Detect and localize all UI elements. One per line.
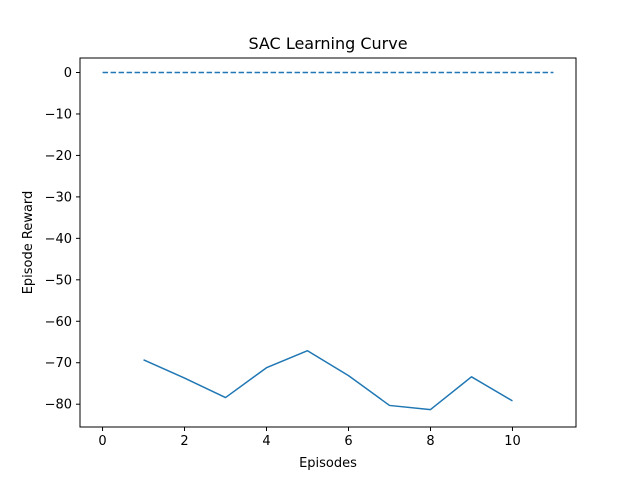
- y-axis-ticks: 0 −10 −20 −30 −40 −50 −60 −70 −80: [45, 66, 80, 413]
- data-point-reward: [512, 400, 514, 402]
- data-point-reward: [143, 359, 145, 361]
- series-line-reward: [143, 349, 513, 411]
- data-point-reward: [225, 397, 227, 399]
- series-layer: [102, 71, 555, 411]
- x-tick-label: 4: [262, 434, 270, 449]
- x-tick-label: 10: [504, 434, 521, 449]
- y-tick-label: −20: [45, 149, 72, 164]
- y-tick-label: −60: [45, 315, 72, 330]
- data-point-reward: [471, 376, 473, 378]
- y-tick-label: −80: [45, 398, 72, 413]
- x-tick-label: 0: [98, 434, 106, 449]
- y-tick-label: −70: [45, 356, 72, 371]
- y-tick-label: −40: [45, 232, 72, 247]
- data-point-reward: [430, 409, 432, 411]
- y-tick-label: −30: [45, 190, 72, 205]
- data-point-reward: [184, 377, 186, 379]
- axes-frame: [79, 57, 577, 428]
- x-axis-label: Episodes: [299, 456, 357, 471]
- y-tick-label: −10: [45, 107, 72, 122]
- y-tick-label: −50: [45, 273, 72, 288]
- data-point-target: [102, 72, 104, 74]
- y-axis-label: Episode Reward: [21, 191, 36, 295]
- x-tick-label: 8: [426, 434, 434, 449]
- x-axis-ticks: 0 2 4 6 8 10: [98, 427, 521, 449]
- x-tick-label: 2: [180, 434, 188, 449]
- data-point-reward: [348, 375, 350, 377]
- data-point-target: [553, 72, 555, 74]
- chart-title: SAC Learning Curve: [248, 34, 407, 53]
- data-point-reward: [266, 367, 268, 369]
- data-point-reward: [389, 405, 391, 407]
- data-point-reward: [307, 350, 309, 352]
- x-tick-label: 6: [344, 434, 352, 449]
- y-tick-label: 0: [64, 66, 72, 81]
